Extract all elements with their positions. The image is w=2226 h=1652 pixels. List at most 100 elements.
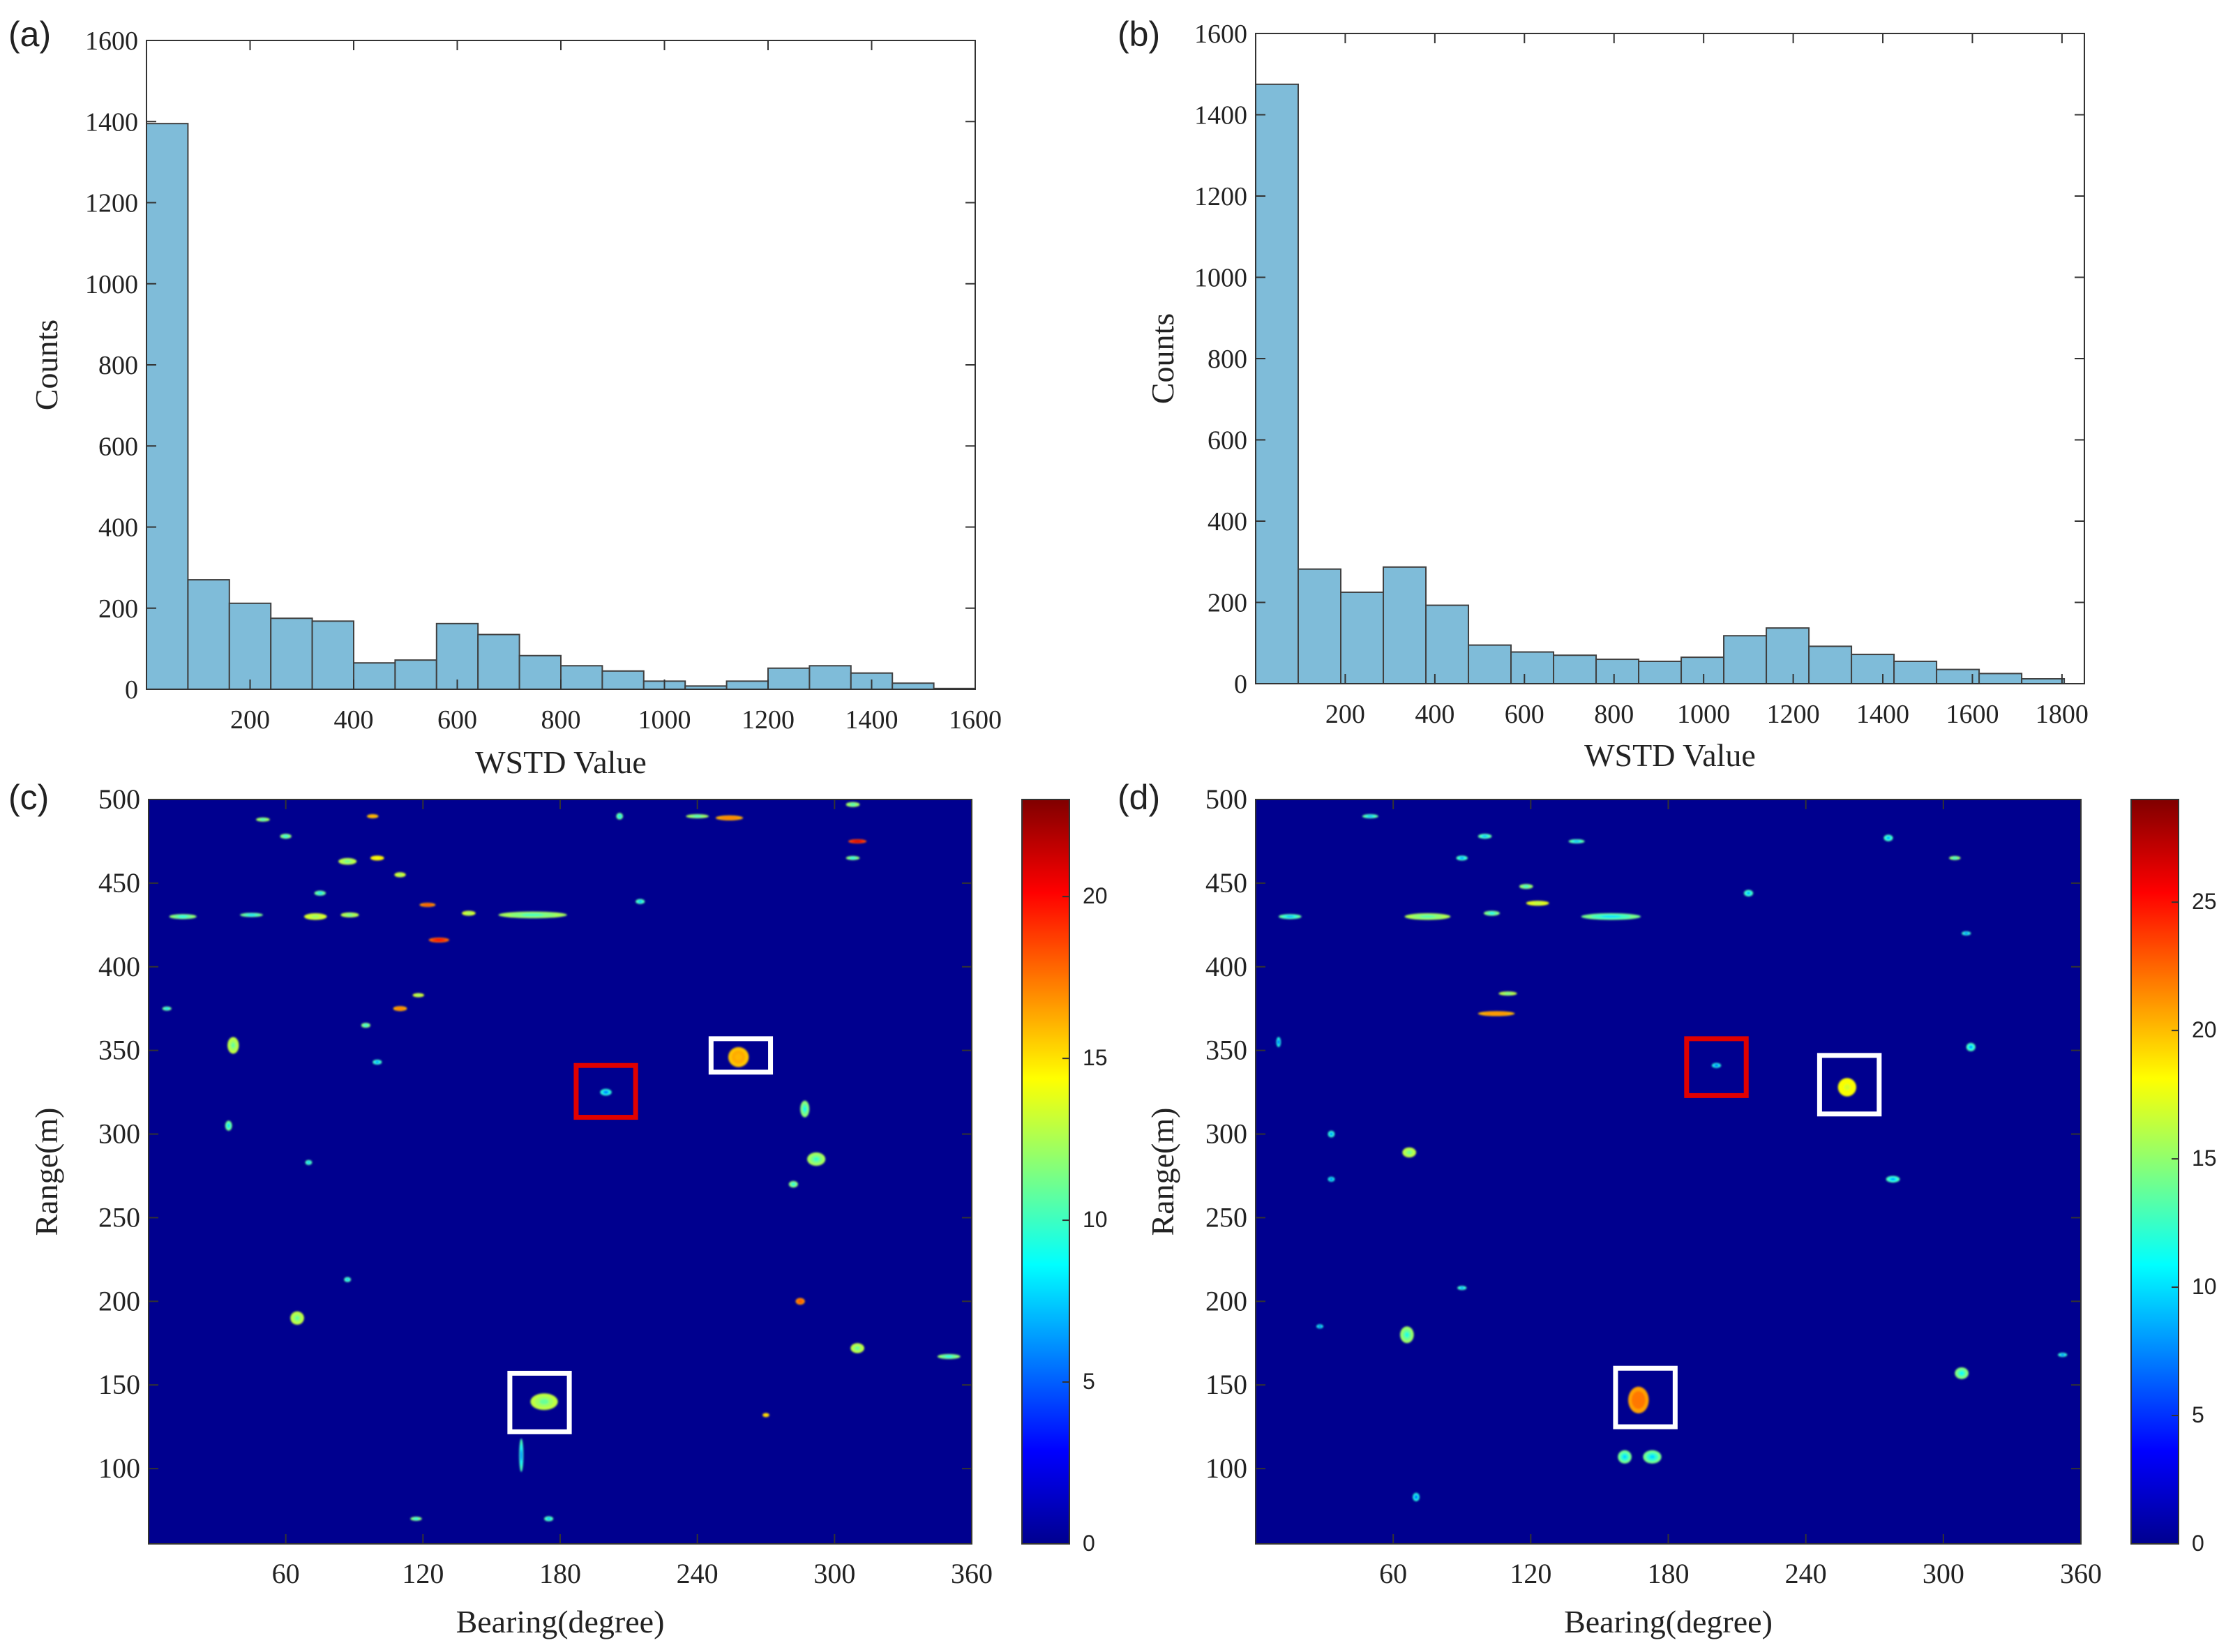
heatmap-blob-core [1286,915,1294,918]
heatmap-blob-core [294,1316,300,1321]
x-tick-label: 1400 [1856,700,1909,729]
bar [477,633,520,690]
bar [809,665,852,690]
x-tick-label: 120 [402,1558,444,1589]
x-tick-label: 240 [677,1558,719,1589]
y-axis-label: Counts [1145,313,1180,404]
x-tick-label: 600 [1505,700,1544,729]
colorbar [2130,799,2179,1545]
heatmap-blob-core [765,1413,767,1416]
bar [1766,627,1810,685]
heatmap-blob-core [1460,857,1464,859]
heatmap-blob-core [165,1007,169,1010]
y-tick-label: 500 [98,783,140,815]
y-tick-label: 1600 [85,27,138,56]
colorbar-tick-label: 10 [2192,1274,2217,1299]
bar [1468,644,1512,684]
heatmap-background [149,799,972,1544]
colorbar [1021,799,1070,1545]
chart-a: (a) 200 400 600 800 1000 1200 1400 1600 0 200 400 60… [8,15,1002,780]
y-tick-label: 400 [1205,951,1247,982]
heatmap-blob-core [414,1517,419,1520]
bar [1595,659,1640,684]
heatmap-blob-core [375,857,380,859]
colorbar-tick-label: 10 [1083,1207,1108,1232]
heatmap-blob-core [603,1091,608,1094]
bar [1808,645,1853,684]
bars [1255,83,2066,685]
bar [353,662,396,690]
x-tick-label: 300 [1923,1558,1964,1589]
heatmap-blob-core [248,913,255,916]
y-tick-label: 350 [1205,1035,1247,1066]
heatmap-blob-core [1406,1150,1412,1155]
y-tick-label: 0 [125,675,138,705]
heatmap-blob-core [693,815,702,818]
x-tick-label: 400 [1415,700,1454,729]
y-tick-label: 800 [98,351,138,380]
chart-b: (b) 200 400 600 800 1000 1200 1400 1600 1800 0 200 4… [1118,15,2089,773]
x-tick-label: 800 [1594,700,1634,729]
y-axis-label: Range(m) [29,1108,64,1236]
axes-frame [146,40,976,690]
x-tick-label: 1200 [1767,700,1820,729]
heatmap-blob-core [854,840,861,843]
y-tick-label: 1600 [1194,20,1247,49]
x-tick-label: 180 [539,1558,581,1589]
x-tick-label: 300 [813,1558,855,1589]
heatmap-blob-core [1953,857,1957,859]
y-tick-label: 250 [98,1201,140,1233]
heatmap-blob-core [1533,902,1542,905]
heatmap-blob-core [1524,885,1529,888]
x-tick-label: 1000 [638,705,691,735]
y-axis-label: Range(m) [1145,1108,1180,1236]
y-tick-label: 150 [1205,1369,1247,1400]
y-tick-label: 0 [1234,670,1247,699]
heatmap-background [1256,799,2081,1544]
x-tick-label: 1600 [949,705,1002,735]
heatmap-blob-core [1318,1325,1321,1328]
bar [146,123,189,690]
bar [1851,654,1895,684]
x-axis-label: WSTD Value [475,744,647,780]
x-tick-label: 60 [1379,1558,1407,1589]
bar [1978,673,2023,684]
x-tick-label: 1400 [845,705,898,735]
y-tick-label: 300 [98,1118,140,1150]
heatmap-blob-core [1404,1332,1410,1338]
heatmap-blob-core [945,1355,953,1358]
colorbar-tick-label: 5 [2192,1402,2204,1427]
panel-label-d: (d) [1118,778,1160,817]
y-tick-label: 1400 [1194,101,1247,130]
x-tick-label: 1800 [2036,700,2089,729]
heatmap-blob-core [850,803,855,806]
heatmap-blob-core [735,1053,742,1061]
panel-label-b: (b) [1118,15,1160,54]
heatmap-blob-core [466,912,472,915]
heatmap-blob-core [283,835,288,838]
y-tick-label: 800 [1208,345,1247,374]
x-tick-label: 360 [2060,1558,2102,1589]
bar [311,620,355,690]
heatmap-blob-core [1420,915,1436,918]
y-tick-label: 1400 [85,107,138,137]
x-tick-label: 240 [1785,1558,1827,1589]
y-tick-label: 600 [1208,426,1247,456]
x-tick-label: 800 [541,705,581,735]
y-tick-label: 200 [1208,589,1247,618]
x-axis-label: WSTD Value [1584,737,1756,773]
colorbar-tick-label: 15 [1083,1045,1108,1070]
x-tick-label: 200 [1325,700,1365,729]
y-tick-label: 1000 [1194,264,1247,293]
heatmap-blob-core [1367,815,1374,818]
x-tick-label: 360 [951,1558,993,1589]
x-tick-label: 600 [437,705,477,735]
colorbar-tick-label: 20 [1083,883,1108,908]
heatmap-blob-core [1890,1178,1895,1180]
colorbar-tick-label: 15 [2192,1146,2217,1171]
heatmap-blob-core [425,903,430,906]
colorbar-tick-label: 0 [2192,1531,2204,1556]
heatmap-blob-core [1277,1040,1280,1044]
colorbar-tick-label: 20 [2192,1017,2217,1042]
